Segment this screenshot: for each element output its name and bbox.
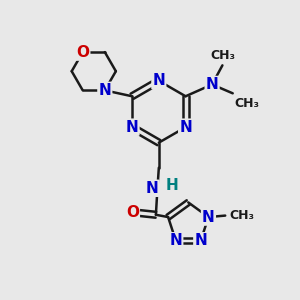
Text: N: N bbox=[152, 73, 165, 88]
Text: O: O bbox=[76, 45, 89, 60]
Text: N: N bbox=[179, 120, 192, 135]
Text: N: N bbox=[206, 77, 218, 92]
Text: N: N bbox=[202, 210, 215, 225]
Text: N: N bbox=[126, 120, 138, 135]
Text: CH₃: CH₃ bbox=[230, 209, 255, 222]
Text: CH₃: CH₃ bbox=[234, 97, 259, 110]
Text: H: H bbox=[166, 178, 178, 193]
Text: N: N bbox=[98, 83, 111, 98]
Text: N: N bbox=[169, 233, 182, 248]
Text: N: N bbox=[146, 181, 158, 196]
Text: O: O bbox=[126, 205, 139, 220]
Text: CH₃: CH₃ bbox=[210, 49, 235, 62]
Text: N: N bbox=[194, 233, 207, 248]
